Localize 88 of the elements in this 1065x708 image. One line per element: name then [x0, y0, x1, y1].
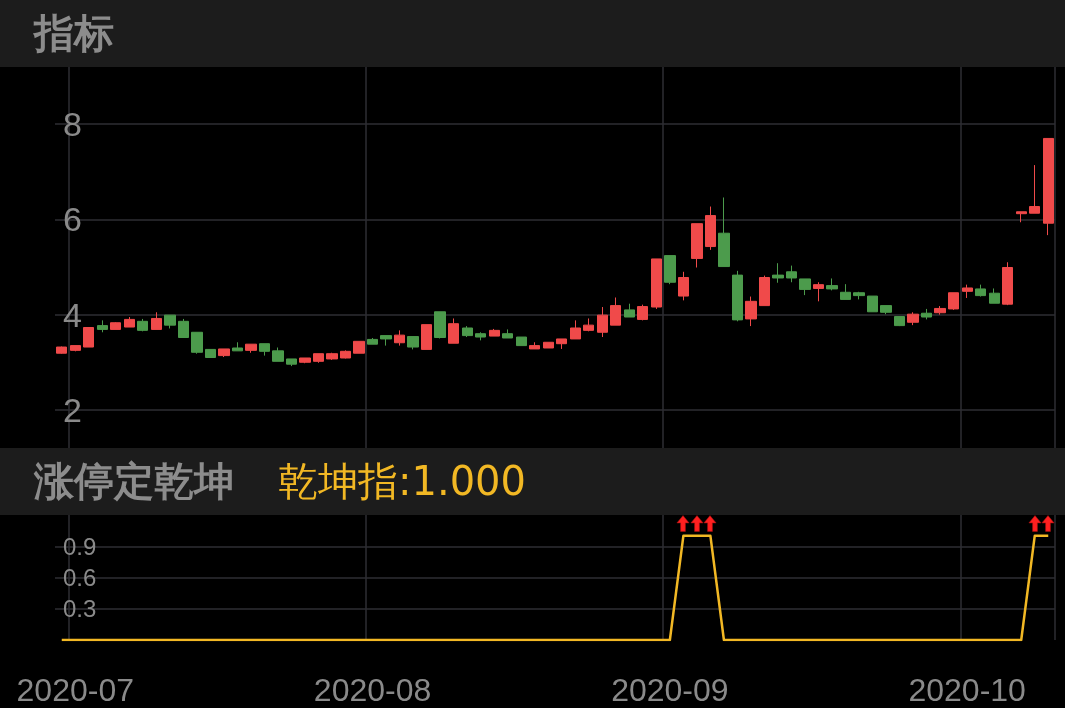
candlestick [529, 341, 540, 350]
candlestick [245, 343, 257, 354]
candlestick [637, 304, 648, 321]
candlestick [1043, 137, 1054, 236]
y-tick-label: 2 [63, 390, 82, 429]
candlestick [1016, 211, 1027, 223]
candlestick [921, 308, 932, 320]
candlestick [624, 303, 635, 318]
candlestick [421, 324, 432, 350]
candlestick [948, 292, 959, 311]
y-tick-label: 0.3 [63, 595, 97, 623]
y-tick-label: 6 [63, 200, 82, 239]
candlestick [975, 284, 986, 298]
x-tick-label: 2020-08 [313, 672, 432, 708]
y-tick-label: 8 [63, 105, 82, 144]
candlestick [232, 341, 243, 352]
candlestick [651, 258, 662, 310]
candlestick [218, 348, 230, 358]
candlestick [894, 316, 905, 327]
candlestick [299, 357, 311, 364]
candlestick [989, 287, 1000, 304]
y-tick-label: 0.9 [63, 532, 97, 560]
x-tick-label: 2020-10 [908, 672, 1026, 708]
candlestick [462, 325, 473, 338]
candlestick [732, 270, 743, 322]
candlestick [56, 346, 67, 355]
candlestick [394, 329, 405, 347]
candlestick [380, 335, 392, 347]
candlestick [448, 317, 459, 344]
candlestick [705, 206, 716, 251]
candlestick [799, 278, 811, 296]
candlestick [678, 271, 689, 301]
candlestick [286, 358, 297, 367]
y-tick-label: 0.6 [63, 564, 97, 591]
candlestick [610, 297, 621, 326]
candlestick [110, 321, 121, 330]
candlestick [556, 338, 567, 350]
candlestick [137, 318, 148, 332]
candlestick [772, 262, 784, 284]
x-tick-label: 2020-07 [16, 672, 134, 708]
candlestick [583, 317, 594, 332]
candlestick [759, 275, 770, 307]
candlestick [272, 347, 284, 362]
candlestick [475, 331, 486, 341]
candlestick [813, 281, 824, 302]
candlestick [840, 283, 851, 300]
candlestick [326, 352, 338, 361]
candlestick [340, 349, 351, 359]
candlestick [867, 295, 878, 313]
candlestick [745, 296, 757, 327]
candlestick [826, 277, 838, 291]
candlestick [691, 223, 703, 268]
candlestick [434, 311, 446, 339]
candlestick [516, 336, 527, 347]
candlestick [489, 328, 500, 337]
candlestick [259, 343, 270, 357]
candlestick [178, 318, 189, 339]
candlestick [597, 306, 608, 338]
candlestick [205, 348, 216, 359]
candlestick [880, 305, 892, 315]
candlestick [570, 319, 581, 340]
candlestick [83, 327, 94, 348]
y-tick-label: 4 [63, 295, 82, 334]
candlestick [502, 328, 513, 339]
candlestick [124, 316, 135, 328]
candlestick [1002, 261, 1013, 306]
candlestick [962, 284, 973, 299]
candlestick [853, 291, 865, 300]
candlestick [313, 353, 324, 364]
candlestick [353, 340, 365, 354]
candlestick [786, 265, 797, 283]
chart-title: 涨停定乾坤 [34, 457, 234, 506]
candlestick [164, 314, 176, 329]
candlestick [664, 255, 676, 285]
chart-title: 指标 [34, 9, 114, 58]
candlestick [191, 331, 203, 355]
candlestick [367, 337, 378, 345]
candlestick [97, 319, 108, 333]
candlestick [407, 336, 419, 350]
candlestick [70, 345, 81, 352]
candlestick [907, 311, 919, 326]
text: 乾坤指:1.000 [278, 457, 526, 506]
candlestick [1029, 164, 1040, 214]
candlestick [151, 311, 162, 330]
candlestick [718, 196, 730, 268]
candlestick [543, 341, 554, 349]
candlestick [934, 305, 946, 316]
x-tick-label: 2020-09 [611, 672, 729, 708]
